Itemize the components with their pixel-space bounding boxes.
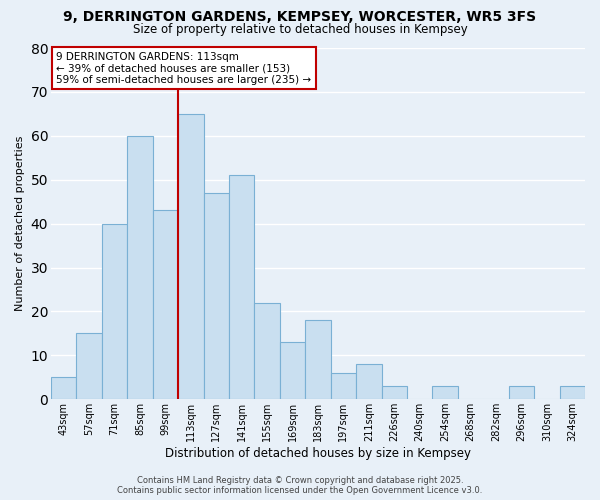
- Bar: [102, 224, 127, 400]
- Bar: [356, 364, 382, 400]
- Bar: [229, 176, 254, 400]
- Bar: [305, 320, 331, 400]
- Bar: [178, 114, 203, 400]
- Y-axis label: Number of detached properties: Number of detached properties: [15, 136, 25, 312]
- Bar: [127, 136, 152, 400]
- Bar: [331, 373, 356, 400]
- Bar: [509, 386, 534, 400]
- Bar: [560, 386, 585, 400]
- Bar: [76, 334, 102, 400]
- Bar: [280, 342, 305, 400]
- Text: 9, DERRINGTON GARDENS, KEMPSEY, WORCESTER, WR5 3FS: 9, DERRINGTON GARDENS, KEMPSEY, WORCESTE…: [64, 10, 536, 24]
- Bar: [254, 302, 280, 400]
- Text: Size of property relative to detached houses in Kempsey: Size of property relative to detached ho…: [133, 22, 467, 36]
- Text: 9 DERRINGTON GARDENS: 113sqm
← 39% of detached houses are smaller (153)
59% of s: 9 DERRINGTON GARDENS: 113sqm ← 39% of de…: [56, 52, 311, 84]
- Bar: [51, 378, 76, 400]
- X-axis label: Distribution of detached houses by size in Kempsey: Distribution of detached houses by size …: [165, 447, 471, 460]
- Text: Contains HM Land Registry data © Crown copyright and database right 2025.
Contai: Contains HM Land Registry data © Crown c…: [118, 476, 482, 495]
- Bar: [203, 193, 229, 400]
- Bar: [433, 386, 458, 400]
- Bar: [382, 386, 407, 400]
- Bar: [152, 210, 178, 400]
